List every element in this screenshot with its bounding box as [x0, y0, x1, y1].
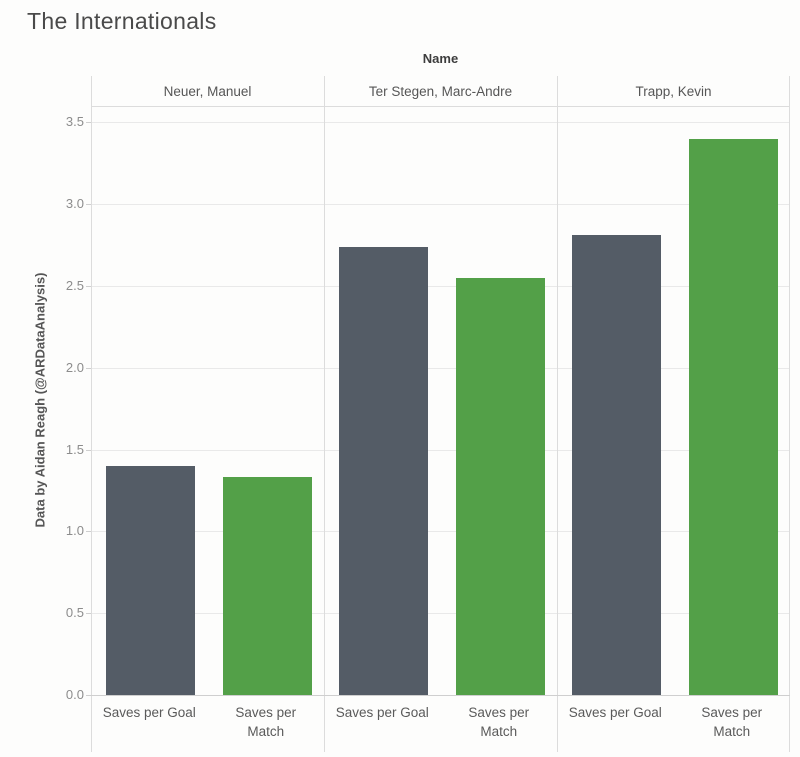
- y-tick-label-1.5: 1.5: [65, 441, 84, 457]
- facet-header-name: Name: [422, 51, 459, 66]
- y-tick-mark-1.5: [86, 449, 91, 451]
- x-axis-label-line: Saves per Goal: [335, 705, 429, 720]
- y-tick-label-1.0: 1.0: [65, 523, 84, 539]
- y-tick-mark-0.0: [86, 695, 91, 696]
- x-axis-baseline: [91, 695, 790, 696]
- chart-title: The Internationals: [27, 8, 217, 34]
- y-tick-label-2.5: 2.5: [65, 277, 84, 293]
- panel-divider-2: [557, 76, 558, 752]
- x-axis-label-line: Saves per: [701, 705, 763, 720]
- x-axis-label: Saves per Goal: [557, 697, 674, 753]
- bar-neuer-manuel-saves-per-match: [223, 477, 312, 695]
- gridline-2.0: [91, 367, 790, 369]
- y-tick-mark-3.5: [86, 122, 91, 124]
- y-tick-mark-0.5: [86, 613, 91, 615]
- x-axis-labels: Saves per Goal Saves per Match Saves per Go…: [91, 697, 790, 753]
- panel-divider-1: [324, 76, 325, 752]
- bar-trapp-kevin-saves-per-goal: [572, 235, 661, 695]
- y-tick-mark-2.5: [86, 285, 91, 287]
- x-axis-label-line: Saves per Goal: [102, 705, 196, 720]
- y-tick-label-2.0: 2.0: [65, 359, 84, 375]
- y-tick-label-0.0: 0.0: [65, 687, 84, 702]
- y-axis-label: Data by Aidan Reagh (@ARDataAnalysis): [32, 272, 48, 528]
- x-axis-label-line: Saves per Goal: [568, 705, 662, 720]
- gridline-1.0: [91, 531, 790, 533]
- x-axis-label: Saves per Match: [674, 697, 791, 753]
- bar-neuer-manuel-saves-per-goal: [106, 465, 195, 695]
- facet-column-headers: Neuer, Manuel Ter Stegen, Marc-Andre Trapp…: [91, 76, 790, 106]
- x-axis-label: Saves per Match: [208, 697, 325, 753]
- axis-right-border: [789, 76, 790, 752]
- facet-header-2: Ter Stegen, Marc-Andre: [368, 83, 513, 99]
- bar-trapp-kevin-saves-per-match: [689, 138, 778, 695]
- bar-ter-stegen-marc-andre-saves-per-goal: [339, 246, 428, 695]
- x-axis-label-line: Saves per: [235, 705, 297, 720]
- y-tick-mark-1.0: [86, 531, 91, 533]
- gridline-3.0: [91, 204, 790, 206]
- x-axis-label-line: Match: [480, 724, 518, 739]
- x-axis-label: Saves per Goal: [91, 697, 208, 753]
- header-bottom-border: [91, 106, 790, 107]
- plot-area: [91, 106, 790, 695]
- x-axis-label-line: Match: [713, 724, 751, 739]
- bar-ter-stegen-marc-andre-saves-per-match: [456, 277, 545, 695]
- x-axis-label-line: Saves per: [468, 705, 530, 720]
- gridline-3.5: [91, 122, 790, 124]
- y-tick-mark-3.0: [86, 204, 91, 206]
- y-tick-mark-2.0: [86, 367, 91, 369]
- y-tick-label-3.0: 3.0: [65, 196, 84, 212]
- x-axis-label: Saves per Goal: [324, 697, 441, 753]
- x-axis-label: Saves per Match: [441, 697, 558, 753]
- y-tick-label-3.5: 3.5: [65, 114, 84, 130]
- axis-left-border: [91, 76, 92, 752]
- gridline-1.5: [91, 449, 790, 451]
- facet-header-3: Trapp, Kevin: [635, 83, 712, 99]
- gridline-2.5: [91, 285, 790, 287]
- y-tick-label-0.5: 0.5: [65, 605, 84, 621]
- facet-header-1: Neuer, Manuel: [163, 83, 252, 99]
- x-axis-label-line: Match: [247, 724, 285, 739]
- gridline-0.5: [91, 613, 790, 615]
